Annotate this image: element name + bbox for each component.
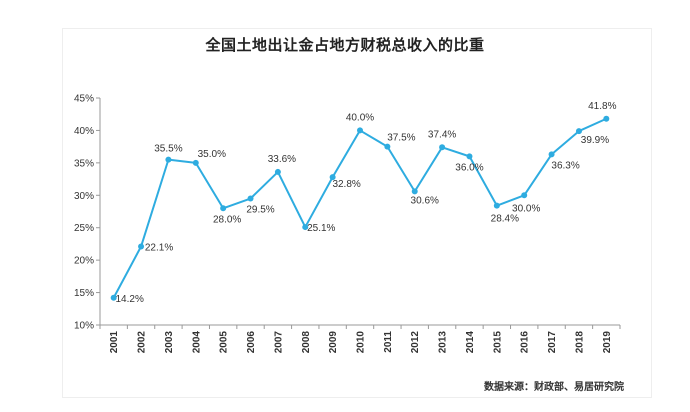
data-label: 30.6% bbox=[411, 195, 439, 206]
data-label: 30.0% bbox=[512, 203, 540, 214]
x-tick-label: 2010 bbox=[356, 331, 367, 354]
y-tick-label: 30% bbox=[74, 191, 94, 202]
x-tick-label: 2009 bbox=[328, 331, 339, 354]
y-tick-label: 35% bbox=[74, 158, 94, 169]
x-tick-label: 2013 bbox=[438, 331, 449, 354]
data-label: 35.5% bbox=[154, 144, 182, 155]
data-point bbox=[192, 159, 199, 166]
data-source-note: 数据来源：财政部、易居研究院 bbox=[484, 382, 624, 393]
chart-title: 全国土地出让金占地方财税总收入的比重 bbox=[205, 36, 485, 54]
data-label: 32.8% bbox=[332, 179, 360, 190]
data-point bbox=[329, 174, 336, 181]
chart-frame bbox=[62, 28, 652, 398]
data-label: 29.5% bbox=[246, 205, 274, 216]
x-tick-label: 2019 bbox=[602, 331, 613, 354]
x-tick-label: 2014 bbox=[465, 331, 476, 354]
data-label: 36.0% bbox=[455, 162, 483, 173]
data-point bbox=[220, 205, 227, 212]
data-label: 36.3% bbox=[551, 160, 579, 171]
data-label: 35.0% bbox=[198, 149, 226, 160]
x-tick-label: 2002 bbox=[137, 331, 148, 354]
data-point bbox=[274, 168, 281, 175]
data-label: 28.4% bbox=[491, 214, 519, 225]
x-tick-label: 2007 bbox=[273, 331, 284, 354]
data-point bbox=[110, 294, 117, 301]
data-point bbox=[603, 115, 610, 122]
y-tick-label: 45% bbox=[74, 94, 94, 105]
y-tick-label: 20% bbox=[74, 256, 94, 267]
data-label: 40.0% bbox=[346, 112, 374, 123]
data-point bbox=[138, 243, 145, 250]
x-tick-label: 2017 bbox=[547, 331, 558, 354]
x-tick-label: 2018 bbox=[574, 331, 585, 354]
y-tick-label: 40% bbox=[74, 126, 94, 137]
data-point bbox=[548, 151, 555, 158]
x-tick-label: 2006 bbox=[246, 331, 257, 354]
x-tick-label: 2001 bbox=[109, 331, 120, 354]
data-point bbox=[302, 224, 309, 231]
data-point bbox=[165, 156, 172, 163]
y-tick-label: 10% bbox=[74, 321, 94, 332]
data-point bbox=[439, 144, 446, 151]
data-label: 33.6% bbox=[268, 154, 296, 165]
data-point bbox=[384, 143, 391, 150]
data-label: 37.5% bbox=[387, 133, 415, 144]
y-tick-label: 25% bbox=[74, 223, 94, 234]
data-point bbox=[493, 202, 500, 209]
x-tick-label: 2004 bbox=[191, 331, 202, 354]
x-tick-label: 2003 bbox=[164, 331, 175, 354]
data-point bbox=[575, 128, 582, 135]
x-tick-label: 2016 bbox=[520, 331, 531, 354]
x-tick-label: 2011 bbox=[383, 331, 394, 353]
data-point bbox=[411, 188, 418, 195]
data-point bbox=[357, 127, 363, 134]
x-tick-label: 2008 bbox=[301, 331, 312, 354]
y-tick-label: 15% bbox=[74, 288, 94, 299]
data-label: 39.9% bbox=[581, 135, 609, 146]
data-label: 14.2% bbox=[116, 294, 144, 305]
x-tick-label: 2015 bbox=[492, 331, 503, 354]
data-label: 41.8% bbox=[588, 101, 616, 112]
data-label: 25.1% bbox=[307, 223, 335, 234]
data-label: 22.1% bbox=[145, 243, 173, 254]
data-point bbox=[521, 192, 528, 199]
data-label: 37.4% bbox=[428, 129, 456, 140]
data-point bbox=[247, 195, 254, 202]
data-point bbox=[466, 153, 473, 160]
x-tick-label: 2005 bbox=[219, 331, 230, 354]
data-label: 28.0% bbox=[213, 214, 241, 225]
x-tick-label: 2012 bbox=[410, 331, 421, 354]
